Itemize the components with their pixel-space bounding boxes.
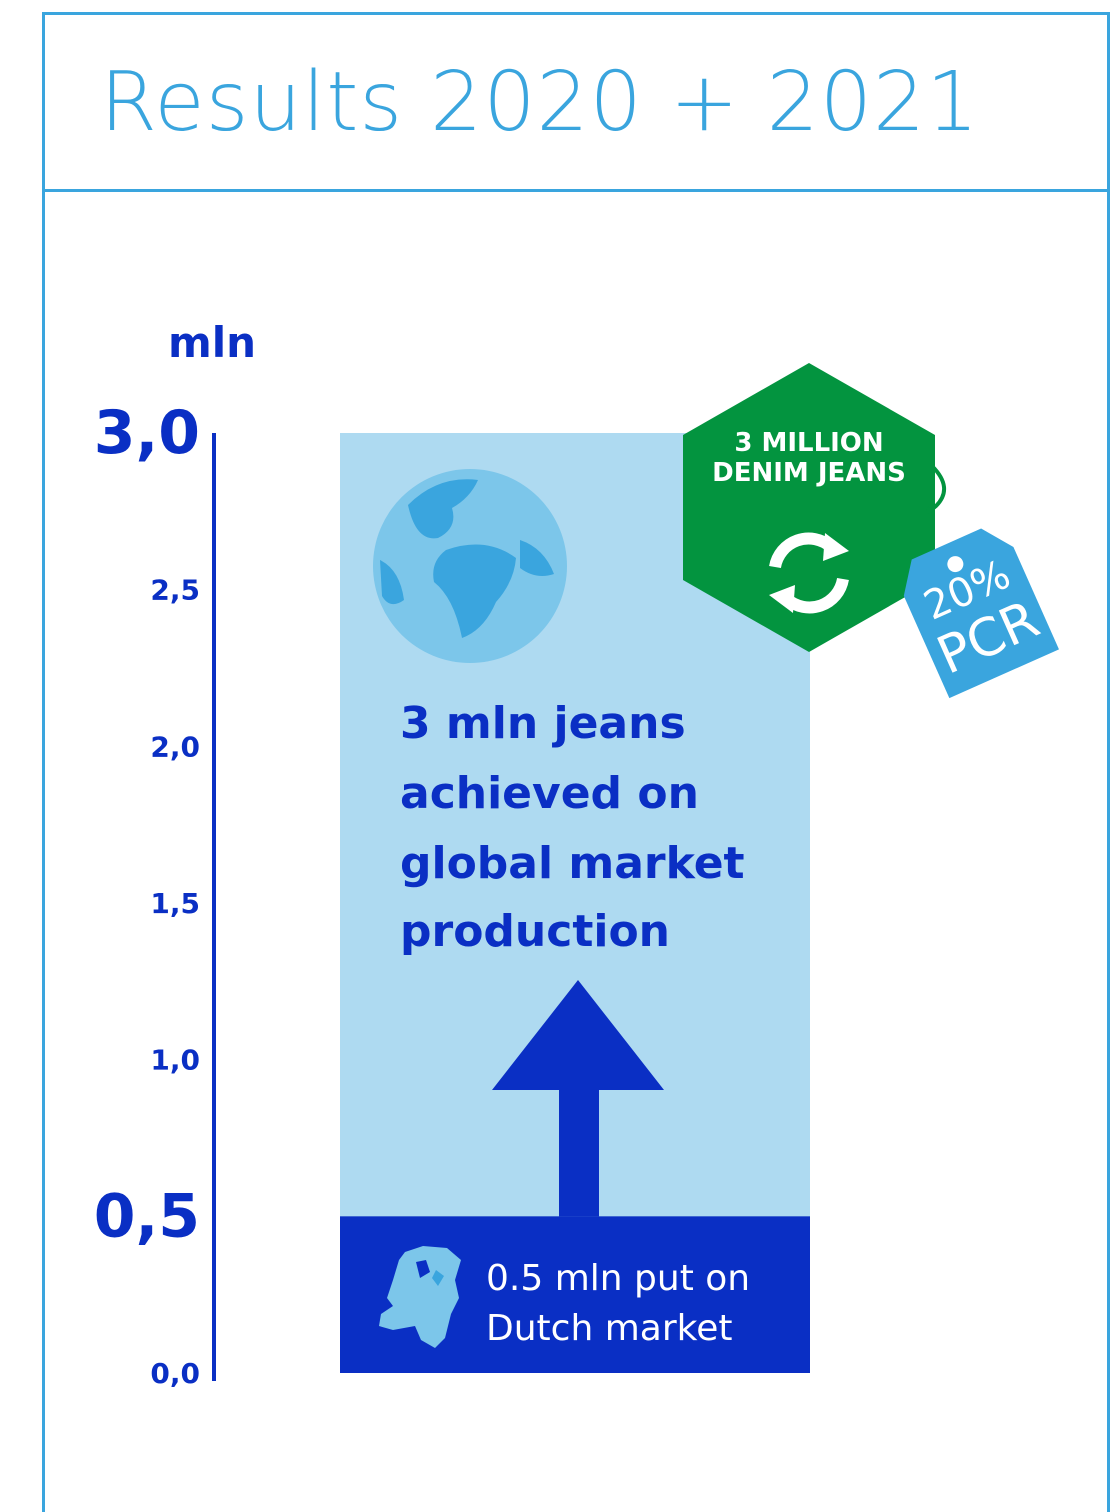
- denim-badge: 3 MILLION DENIM JEANS: [683, 363, 935, 652]
- title-bar: Results 2020 + 2021: [45, 15, 1107, 192]
- dutch-bar-label: 0.5 mln put on Dutch market: [486, 1258, 762, 1349]
- arrow-up-icon: [492, 980, 664, 1217]
- y-axis-label: mln: [168, 318, 256, 367]
- y-tick-label: 2,0: [150, 730, 200, 763]
- infographic-frame: Results 2020 + 2021: [42, 12, 1110, 1512]
- y-tick-label: 0,0: [150, 1357, 200, 1390]
- netherlands-map-icon: [379, 1246, 461, 1348]
- page-title: Results 2020 + 2021: [100, 55, 980, 150]
- globe-icon: [373, 469, 567, 663]
- tag-string: [926, 464, 946, 514]
- y-tick-label: 2,5: [150, 574, 200, 607]
- pcr-tag: 20% PCR: [903, 528, 1059, 699]
- y-tick-label: 1,5: [150, 887, 200, 920]
- y-tick-label: 1,0: [150, 1044, 200, 1077]
- badge-line2: DENIM JEANS: [712, 458, 906, 488]
- recycle-icon: [769, 532, 849, 614]
- y-axis-ticks: 0,0 0,5 1,0 1,5 2,0 2,5 3,0: [94, 398, 200, 1390]
- badge-line1: 3 MILLION: [734, 428, 883, 458]
- y-tick-label: 0,5: [94, 1181, 200, 1251]
- global-bar-label: 3 mln jeans achieved on global market pr…: [400, 698, 760, 957]
- y-tick-label: 3,0: [94, 398, 200, 468]
